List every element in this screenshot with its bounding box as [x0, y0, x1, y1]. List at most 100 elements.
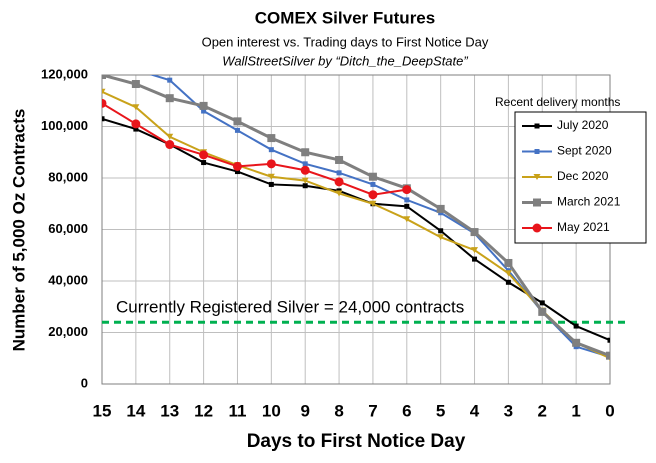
- marker: [234, 127, 240, 133]
- marker: [533, 174, 541, 180]
- chart-title: COMEX Silver Futures: [255, 8, 435, 27]
- x-tick-label: 0: [605, 401, 614, 420]
- marker: [472, 256, 478, 262]
- marker: [534, 149, 540, 154]
- marker: [403, 216, 411, 223]
- marker: [504, 258, 513, 267]
- x-tick-label: 2: [538, 401, 547, 420]
- x-tick-label: 8: [334, 401, 343, 420]
- marker: [334, 177, 344, 187]
- y-tick-label: 40,000: [48, 272, 88, 287]
- legend-label: Dec 2020: [557, 169, 609, 183]
- x-tick-label: 6: [402, 401, 411, 420]
- marker: [532, 223, 542, 233]
- marker: [369, 200, 377, 207]
- marker: [199, 101, 208, 110]
- marker: [201, 160, 207, 166]
- marker: [301, 177, 309, 184]
- legend-label: July 2020: [557, 118, 609, 132]
- x-axis-label: Days to First Notice Day: [247, 431, 466, 452]
- marker: [607, 337, 610, 343]
- marker: [471, 247, 479, 254]
- marker: [201, 108, 207, 114]
- marker: [404, 197, 410, 203]
- marker: [131, 119, 141, 129]
- x-tick-label: 13: [160, 401, 179, 420]
- marker: [165, 94, 174, 103]
- legend-label: March 2021: [557, 195, 621, 209]
- marker: [301, 148, 310, 157]
- marker: [533, 198, 541, 207]
- marker: [437, 234, 445, 241]
- marker: [539, 300, 545, 306]
- marker: [505, 279, 511, 285]
- marker: [234, 169, 240, 175]
- marker: [267, 134, 276, 143]
- chart-subtitle: Open interest vs. Trading days to First …: [202, 34, 489, 49]
- marker: [534, 123, 540, 129]
- marker: [436, 204, 445, 213]
- marker: [302, 183, 308, 189]
- x-tick-label: 10: [262, 401, 281, 420]
- y-tick-label: 60,000: [48, 221, 88, 236]
- marker: [470, 228, 479, 237]
- marker: [302, 161, 308, 167]
- marker: [102, 116, 105, 122]
- marker: [370, 181, 376, 187]
- x-tick-label: 7: [368, 401, 377, 420]
- x-tick-label: 9: [300, 401, 309, 420]
- marker: [266, 159, 276, 169]
- marker: [102, 88, 106, 95]
- legend-label: Sept 2020: [557, 144, 612, 158]
- marker: [166, 133, 174, 140]
- x-tick-label: 12: [194, 401, 213, 420]
- series-line: [102, 102, 407, 196]
- legend-label: May 2021: [557, 220, 610, 234]
- marker: [368, 190, 378, 200]
- marker: [133, 126, 139, 132]
- marker: [167, 77, 173, 83]
- marker: [368, 172, 377, 181]
- series-line: [102, 90, 610, 360]
- marker: [402, 185, 412, 195]
- marker: [300, 165, 310, 175]
- marker: [132, 104, 140, 111]
- marker: [268, 181, 274, 187]
- marker: [438, 228, 444, 234]
- marker: [572, 338, 581, 347]
- marker: [335, 190, 343, 197]
- plot-area: [100, 57, 610, 362]
- marker: [606, 351, 610, 360]
- marker: [538, 307, 547, 316]
- marker: [336, 170, 342, 176]
- marker: [131, 80, 140, 89]
- marker: [573, 323, 579, 329]
- marker: [133, 67, 138, 72]
- x-tick-label: 3: [504, 401, 513, 420]
- x-tick-label: 14: [126, 401, 145, 420]
- y-tick-label: 100,000: [41, 118, 88, 133]
- marker: [102, 75, 106, 79]
- x-tick-label: 15: [93, 401, 112, 420]
- marker: [267, 173, 275, 180]
- marker: [100, 57, 105, 62]
- legend-title: Recent delivery months: [495, 95, 620, 109]
- annotation: Currently Registered Silver = 24,000 con…: [116, 298, 464, 317]
- marker: [102, 98, 107, 108]
- y-tick-label: 80,000: [48, 169, 88, 184]
- marker: [404, 203, 410, 209]
- marker: [335, 155, 344, 164]
- y-tick-label: 20,000: [48, 324, 88, 339]
- series-line: [102, 75, 610, 358]
- marker: [165, 140, 175, 150]
- x-tick-label: 11: [228, 401, 246, 420]
- marker: [233, 117, 242, 126]
- x-tick-label: 4: [470, 401, 480, 420]
- marker: [504, 270, 512, 277]
- x-tick-label: 5: [436, 401, 445, 420]
- chart-subtitle: WallStreetSilver by “Ditch_the_DeepState…: [222, 53, 468, 68]
- x-tick-label: 1: [571, 401, 580, 420]
- y-axis-label: Number of 5,000 Oz Contracts: [9, 109, 28, 352]
- y-tick-label: 0: [81, 375, 88, 390]
